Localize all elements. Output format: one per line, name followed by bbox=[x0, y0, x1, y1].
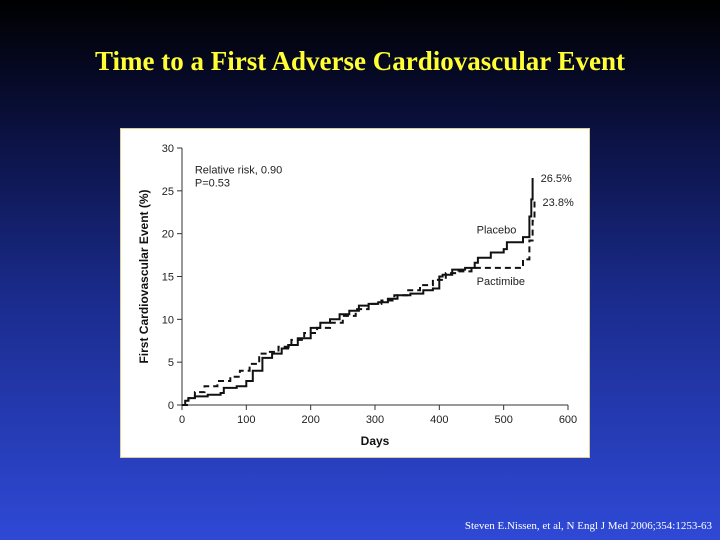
x-tick-label: 300 bbox=[366, 414, 384, 426]
y-axis-title: First Cardiovascular Event (%) bbox=[137, 189, 151, 363]
x-axis-title: Days bbox=[361, 434, 390, 448]
end-label-pactimibe: 23.8% bbox=[543, 197, 574, 209]
x-tick-label: 500 bbox=[494, 414, 512, 426]
chart-annotation-1: P=0.53 bbox=[195, 177, 230, 189]
slide-title: Time to a First Adverse Cardiovascular E… bbox=[95, 46, 625, 76]
x-tick-label: 0 bbox=[179, 414, 185, 426]
y-tick-label: 15 bbox=[162, 272, 174, 284]
x-tick-label: 100 bbox=[237, 414, 255, 426]
y-tick-label: 20 bbox=[162, 229, 174, 241]
chart-annotation-0: Relative risk, 0.90 bbox=[195, 164, 282, 176]
y-tick-label: 10 bbox=[162, 314, 174, 326]
chart-annotation-3: Pactimibe bbox=[477, 276, 525, 288]
survival-line-chart: 0 100 200 300 400 500 600 0 5 10 15 20 25 30 Days First… bbox=[137, 143, 577, 448]
end-label-placebo: 26.5% bbox=[541, 173, 572, 185]
series-group bbox=[182, 178, 536, 406]
axes: 0 100 200 300 400 500 600 0 5 10 15 20 25 30 Days First… bbox=[137, 143, 577, 448]
citation: Steven E.Nissen, et al, N Engl J Med 200… bbox=[464, 520, 712, 532]
y-tick-label: 30 bbox=[162, 143, 174, 155]
x-tick-label: 600 bbox=[559, 414, 577, 426]
label-group: 26.5% 23.8% Relative risk, 0.90P=0.53 Place… bbox=[195, 164, 574, 287]
y-tick-label: 5 bbox=[168, 357, 174, 369]
series-line-placebo bbox=[182, 178, 534, 406]
x-tick-label: 200 bbox=[301, 414, 319, 426]
x-tick-label: 400 bbox=[430, 414, 448, 426]
chart-annotation-2: Placebo bbox=[477, 224, 517, 236]
chart-panel: 0 100 200 300 400 500 600 0 5 10 15 20 25 30 Days First… bbox=[120, 128, 590, 458]
y-tick-label: 0 bbox=[168, 400, 174, 412]
y-tick-label: 25 bbox=[162, 186, 174, 198]
